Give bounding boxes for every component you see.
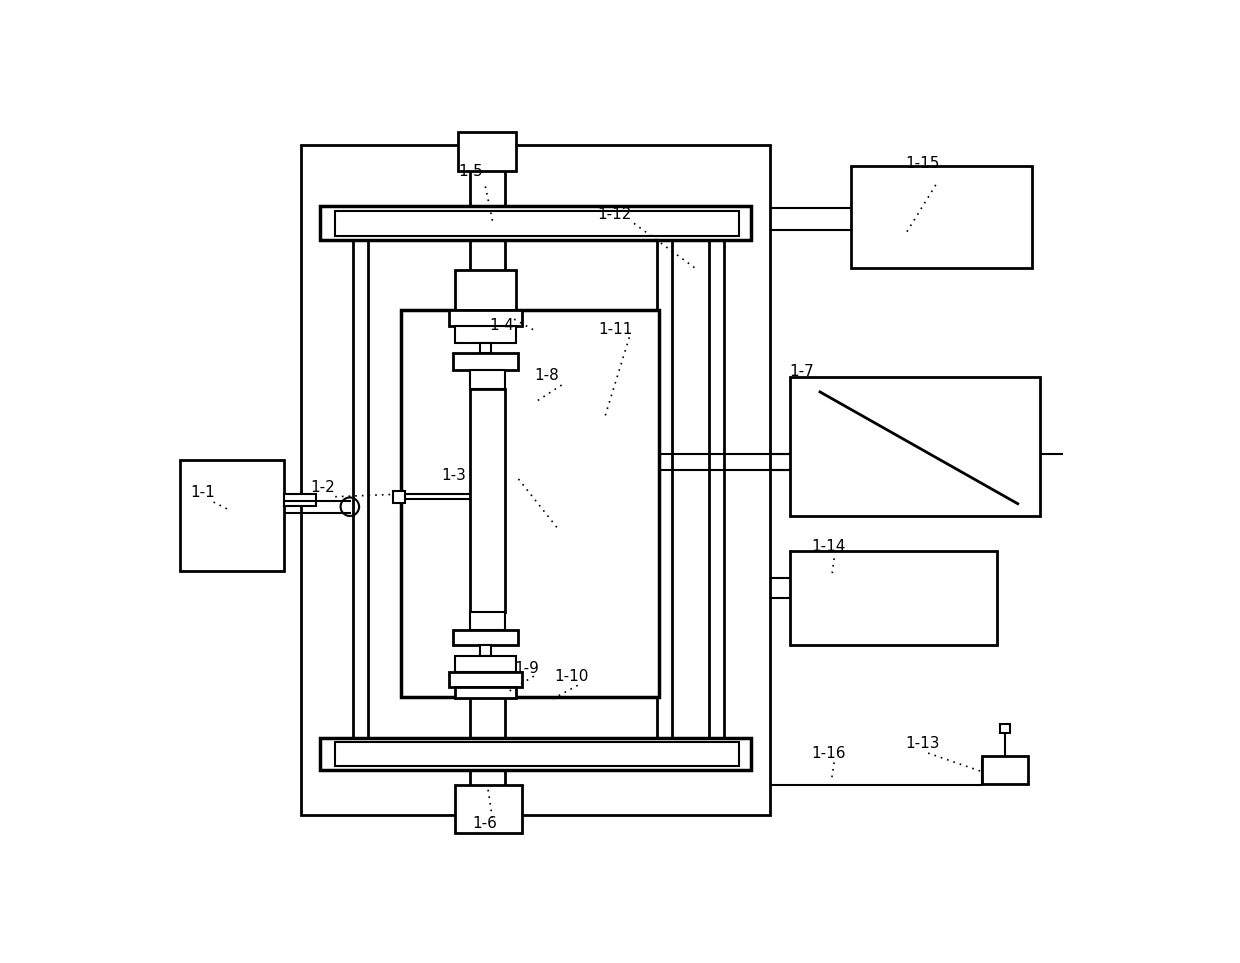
Text: 1-5: 1-5 — [459, 164, 484, 178]
Bar — [455, 656, 516, 671]
Text: 1-13: 1-13 — [905, 736, 940, 750]
Bar — [999, 724, 1011, 733]
Bar — [470, 370, 505, 389]
Text: 1-6: 1-6 — [472, 817, 497, 831]
Text: 1-12: 1-12 — [596, 207, 631, 221]
Text: 1-15: 1-15 — [905, 156, 940, 170]
Bar — [480, 343, 491, 353]
Bar — [455, 687, 516, 698]
Bar — [455, 270, 516, 310]
Bar — [459, 133, 516, 171]
Text: 1-4: 1-4 — [490, 318, 513, 333]
Bar — [320, 206, 751, 241]
Bar — [470, 389, 505, 612]
Bar — [453, 630, 517, 645]
Bar — [982, 756, 1028, 784]
Text: 1-10: 1-10 — [554, 668, 589, 684]
Bar — [401, 309, 658, 697]
Bar — [455, 325, 516, 343]
Text: 1-2: 1-2 — [310, 480, 335, 495]
Bar — [480, 645, 491, 656]
Text: 1-1: 1-1 — [191, 485, 216, 501]
Text: 1-14: 1-14 — [811, 539, 846, 555]
Bar — [335, 211, 739, 236]
Bar — [449, 310, 522, 325]
Bar — [335, 742, 739, 767]
Bar — [453, 353, 517, 370]
Text: 1-11: 1-11 — [599, 322, 632, 337]
Text: 1-16: 1-16 — [811, 745, 846, 761]
Text: 1-9: 1-9 — [513, 661, 538, 676]
Bar — [470, 612, 505, 630]
Bar — [851, 166, 1032, 268]
Bar — [393, 490, 405, 503]
Text: 1-3: 1-3 — [441, 468, 466, 483]
Bar — [790, 377, 1040, 516]
Bar — [320, 738, 751, 770]
Bar — [455, 786, 522, 833]
Text: 1-8: 1-8 — [534, 368, 558, 382]
Text: 1-7: 1-7 — [790, 364, 815, 379]
Bar — [284, 494, 316, 506]
Bar — [449, 671, 522, 687]
Bar — [180, 459, 284, 571]
Bar — [300, 144, 770, 815]
Bar — [790, 551, 997, 645]
